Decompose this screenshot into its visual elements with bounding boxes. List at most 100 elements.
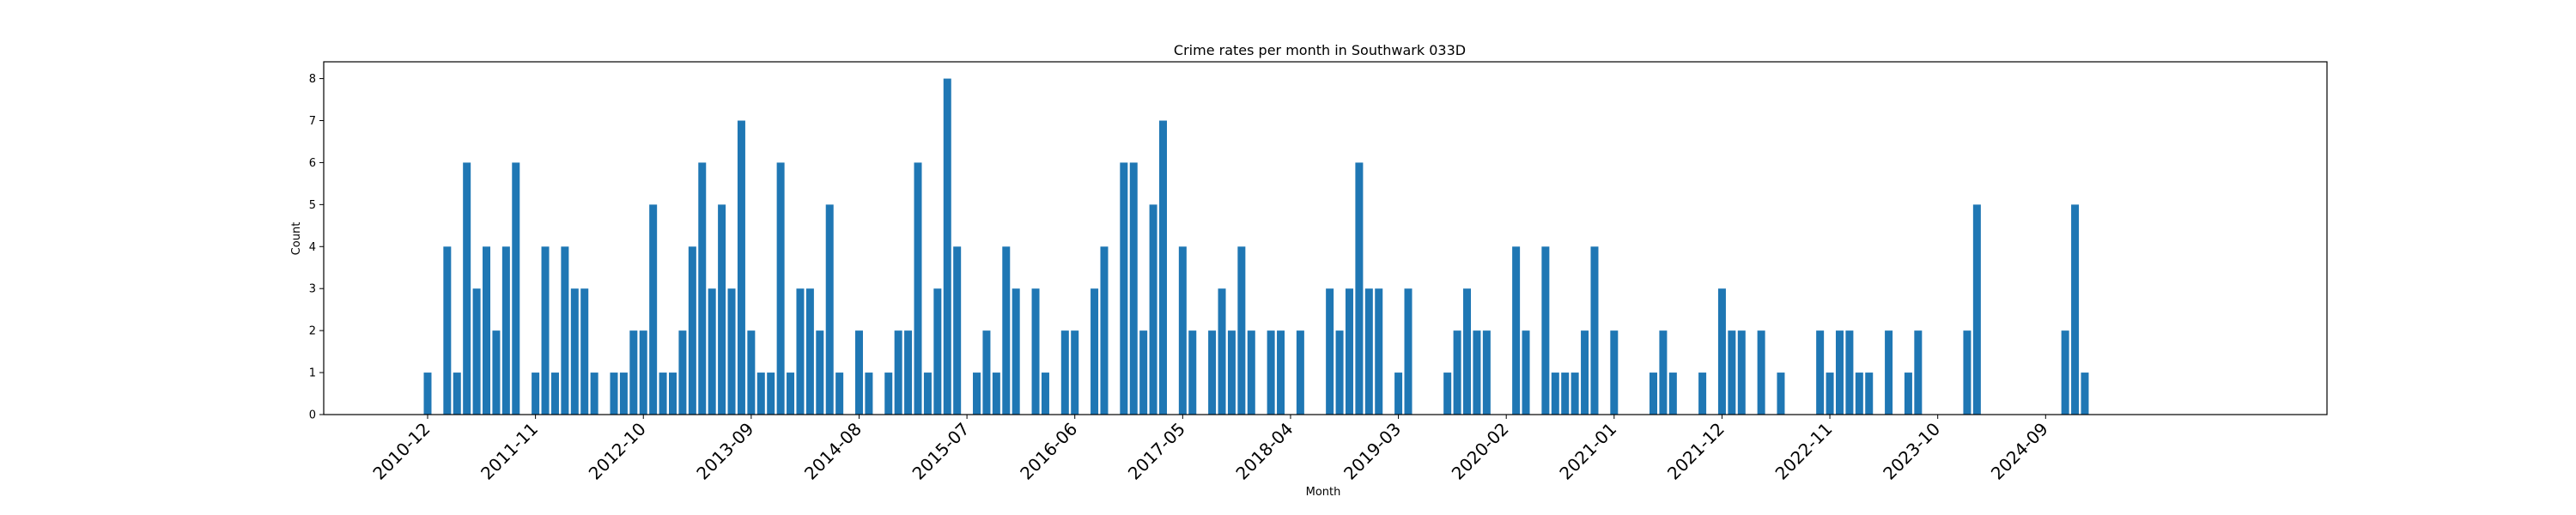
bar-2020-09 [1571,373,1579,415]
bar-2020-04 [1522,330,1530,415]
bar-2013-06 [718,204,726,415]
bar-2022-12 [1835,330,1844,415]
bar-2011-07 [492,330,501,415]
bar-2012-05 [590,373,598,415]
bar-2017-09 [1218,288,1226,415]
bar-2012-11 [649,204,658,415]
bar-2014-02 [796,288,805,415]
bar-2014-08 [854,330,863,415]
bar-2013-04 [698,162,707,415]
bar-2013-02 [678,330,687,415]
bar-2019-01 [1375,288,1383,415]
x-tick-label: 2011-11 [477,419,542,484]
bar-2022-01 [1728,330,1736,415]
bar-2017-10 [1227,330,1236,415]
bar-2012-03 [570,288,579,415]
x-tick-label: 2021-01 [1555,419,1620,484]
y-tick-label: 1 [309,367,316,380]
x-tick-label: 2014-08 [800,419,866,484]
bar-2019-11 [1473,330,1481,415]
bar-2014-06 [835,373,844,415]
bar-2022-10 [1816,330,1825,415]
bar-2020-08 [1561,373,1570,415]
x-tick-label: 2024-09 [1987,419,2052,484]
bar-2015-01 [904,330,913,415]
bar-2020-06 [1541,246,1550,415]
bar-2013-09 [747,330,756,415]
bar-2013-08 [737,120,745,415]
bar-2023-05 [1885,330,1893,415]
bar-2022-06 [1777,373,1785,415]
bar-2023-02 [1855,373,1863,415]
bar-2015-04 [933,288,942,415]
bar-2023-07 [1904,373,1912,415]
bar-2022-11 [1826,373,1834,415]
bar-2015-09 [982,330,991,415]
bar-2011-05 [472,288,481,415]
bar-2019-09 [1453,330,1461,415]
bar-2016-09 [1100,246,1109,415]
bar-2017-01 [1139,330,1148,415]
bar-2021-07 [1668,373,1677,415]
bar-2020-11 [1590,246,1599,415]
bar-2016-08 [1091,288,1099,415]
bar-2020-10 [1581,330,1589,415]
bar-2016-12 [1129,162,1138,415]
bar-2013-11 [767,373,775,415]
bar-2011-11 [532,373,540,415]
bar-2017-12 [1247,330,1255,415]
bar-2020-03 [1512,246,1521,415]
bar-2014-03 [805,288,814,415]
bar-2018-10 [1345,288,1353,415]
bar-2016-06 [1071,330,1079,415]
bar-2016-03 [1041,373,1049,415]
x-tick-label: 2015-07 [908,419,974,484]
bar-2021-10 [1698,373,1707,415]
bar-2018-09 [1335,330,1344,415]
x-tick-label: 2019-03 [1340,419,1405,484]
bar-2012-01 [550,373,559,415]
x-axis-label: Month [1306,486,1341,499]
x-tick-label: 2020-02 [1448,419,1513,484]
bar-2015-11 [1002,246,1011,415]
bar-2015-02 [914,162,922,415]
bar-2017-11 [1237,246,1246,415]
bar-2013-03 [688,246,696,415]
bar-2013-07 [727,288,736,415]
bar-2015-05 [943,78,951,415]
bar-2015-12 [1012,288,1020,415]
x-tick-label: 2022-11 [1771,419,1837,484]
bar-2015-03 [923,373,932,415]
bar-2013-10 [756,373,765,415]
bar-2018-08 [1326,288,1334,415]
bar-2012-12 [659,373,667,415]
bar-2014-05 [825,204,834,415]
bar-2015-10 [992,373,1000,415]
bar-2012-09 [629,330,638,415]
y-tick-label: 8 [309,73,316,86]
bar-2023-03 [1865,373,1874,415]
bar-2018-05 [1296,330,1304,415]
bar-2012-02 [561,246,569,415]
bar-2011-04 [463,162,471,415]
bar-2011-03 [453,373,461,415]
bar-2016-05 [1060,330,1069,415]
bar-2014-04 [816,330,824,415]
bar-2014-01 [787,373,795,415]
bar-2024-11 [2061,330,2069,415]
y-tick-label: 2 [309,325,316,338]
bars-group [423,78,2089,415]
x-tick-label: 2017-05 [1124,419,1189,484]
bar-2021-01 [1610,330,1619,415]
y-tick-label: 0 [309,409,316,422]
bar-2016-02 [1031,288,1040,415]
bar-2012-08 [619,373,628,415]
bar-2022-04 [1757,330,1765,415]
y-tick-label: 7 [309,115,316,128]
bar-2018-02 [1267,330,1275,415]
x-tick-label: 2016-06 [1016,419,1081,484]
bar-2019-08 [1443,373,1452,415]
bar-2024-01 [1963,330,1971,415]
bar-2012-07 [610,373,618,415]
